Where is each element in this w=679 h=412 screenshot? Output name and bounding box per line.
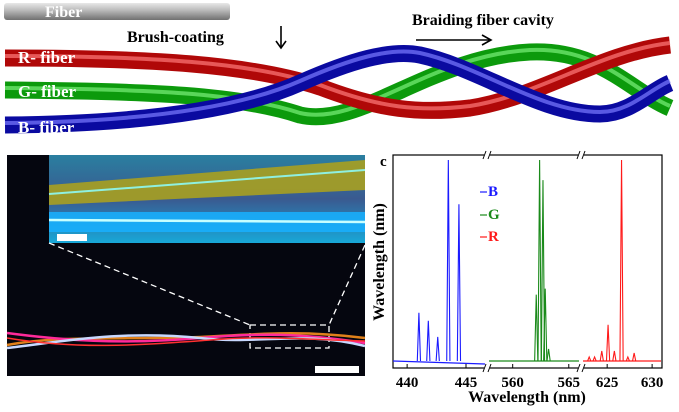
legend-label: B	[488, 184, 498, 200]
axis-break-icon	[576, 150, 586, 160]
spectral-peak	[587, 355, 592, 362]
series-B	[392, 159, 486, 365]
panel-label: c	[380, 154, 387, 170]
spectral-peak	[619, 159, 624, 362]
spectral-peak	[416, 312, 422, 362]
spectral-peak	[456, 204, 462, 362]
legend-label: G	[488, 207, 500, 223]
braided-fiber-image	[6, 331, 366, 350]
scale-bar	[315, 366, 359, 373]
braiding-label: Braiding fiber cavity	[412, 12, 554, 29]
fluorescence-micrograph	[6, 155, 366, 376]
x-tick-label: 560	[501, 375, 524, 391]
axis-break-icon	[482, 150, 492, 160]
spectral-peak	[534, 294, 539, 362]
brush-coating-label: Brush-coating	[127, 29, 224, 46]
spectral-peak	[605, 324, 611, 362]
spectral-peak	[599, 350, 604, 362]
y-axis-title: Wavelength (nm)	[371, 203, 388, 321]
x-axis-title: Wavelength (nm)	[468, 389, 586, 406]
spectral-peak	[537, 159, 542, 362]
bare-fiber	[4, 3, 230, 20]
bare-fiber-label: Fiber	[45, 4, 82, 21]
g-fiber-label: G- fiber	[18, 82, 77, 101]
spectral-peak	[435, 336, 440, 362]
legend-item-R: R	[480, 229, 499, 245]
zoom-region-box	[249, 324, 330, 349]
inset-zoom-image	[48, 155, 366, 243]
blue-fiber	[4, 44, 674, 134]
inset-scale-bar	[57, 234, 87, 241]
x-tick-label: 445	[455, 375, 478, 391]
spectral-peak	[631, 352, 637, 362]
spectral-peak	[625, 355, 630, 362]
legend-label: R	[488, 229, 499, 245]
spectral-peak	[546, 348, 551, 362]
axis-break-icon	[482, 363, 492, 373]
spectral-peak	[540, 180, 546, 362]
spectral-peak	[426, 320, 431, 362]
x-tick-label: 440	[396, 375, 419, 391]
spectral-peak	[592, 355, 597, 362]
baseline-B	[392, 360, 486, 365]
r-fiber-label: R- fiber	[18, 48, 76, 67]
braiding-schematic: Fiber R- fiber G- fiber B- fiber Brush-c…	[4, 3, 674, 137]
spectral-peak	[612, 350, 617, 362]
axis-break-icon	[576, 363, 586, 373]
legend-item-G: G	[480, 207, 500, 223]
spectral-peak	[543, 288, 548, 362]
spectral-peak	[446, 159, 451, 362]
zoom-guide-lines	[48, 242, 366, 349]
down-arrow-icon	[275, 26, 287, 50]
series-G	[489, 159, 579, 362]
b-fiber-label: B- fiber	[18, 118, 75, 137]
x-tick-label: 630	[641, 375, 664, 391]
right-arrow-icon	[416, 34, 493, 46]
legend-item-B: B	[480, 184, 498, 200]
plot-frame	[392, 154, 663, 369]
red-fiber	[4, 36, 672, 119]
series-R	[583, 159, 661, 362]
x-tick-label: 625	[596, 375, 619, 391]
x-tick-label: 565	[558, 375, 581, 391]
